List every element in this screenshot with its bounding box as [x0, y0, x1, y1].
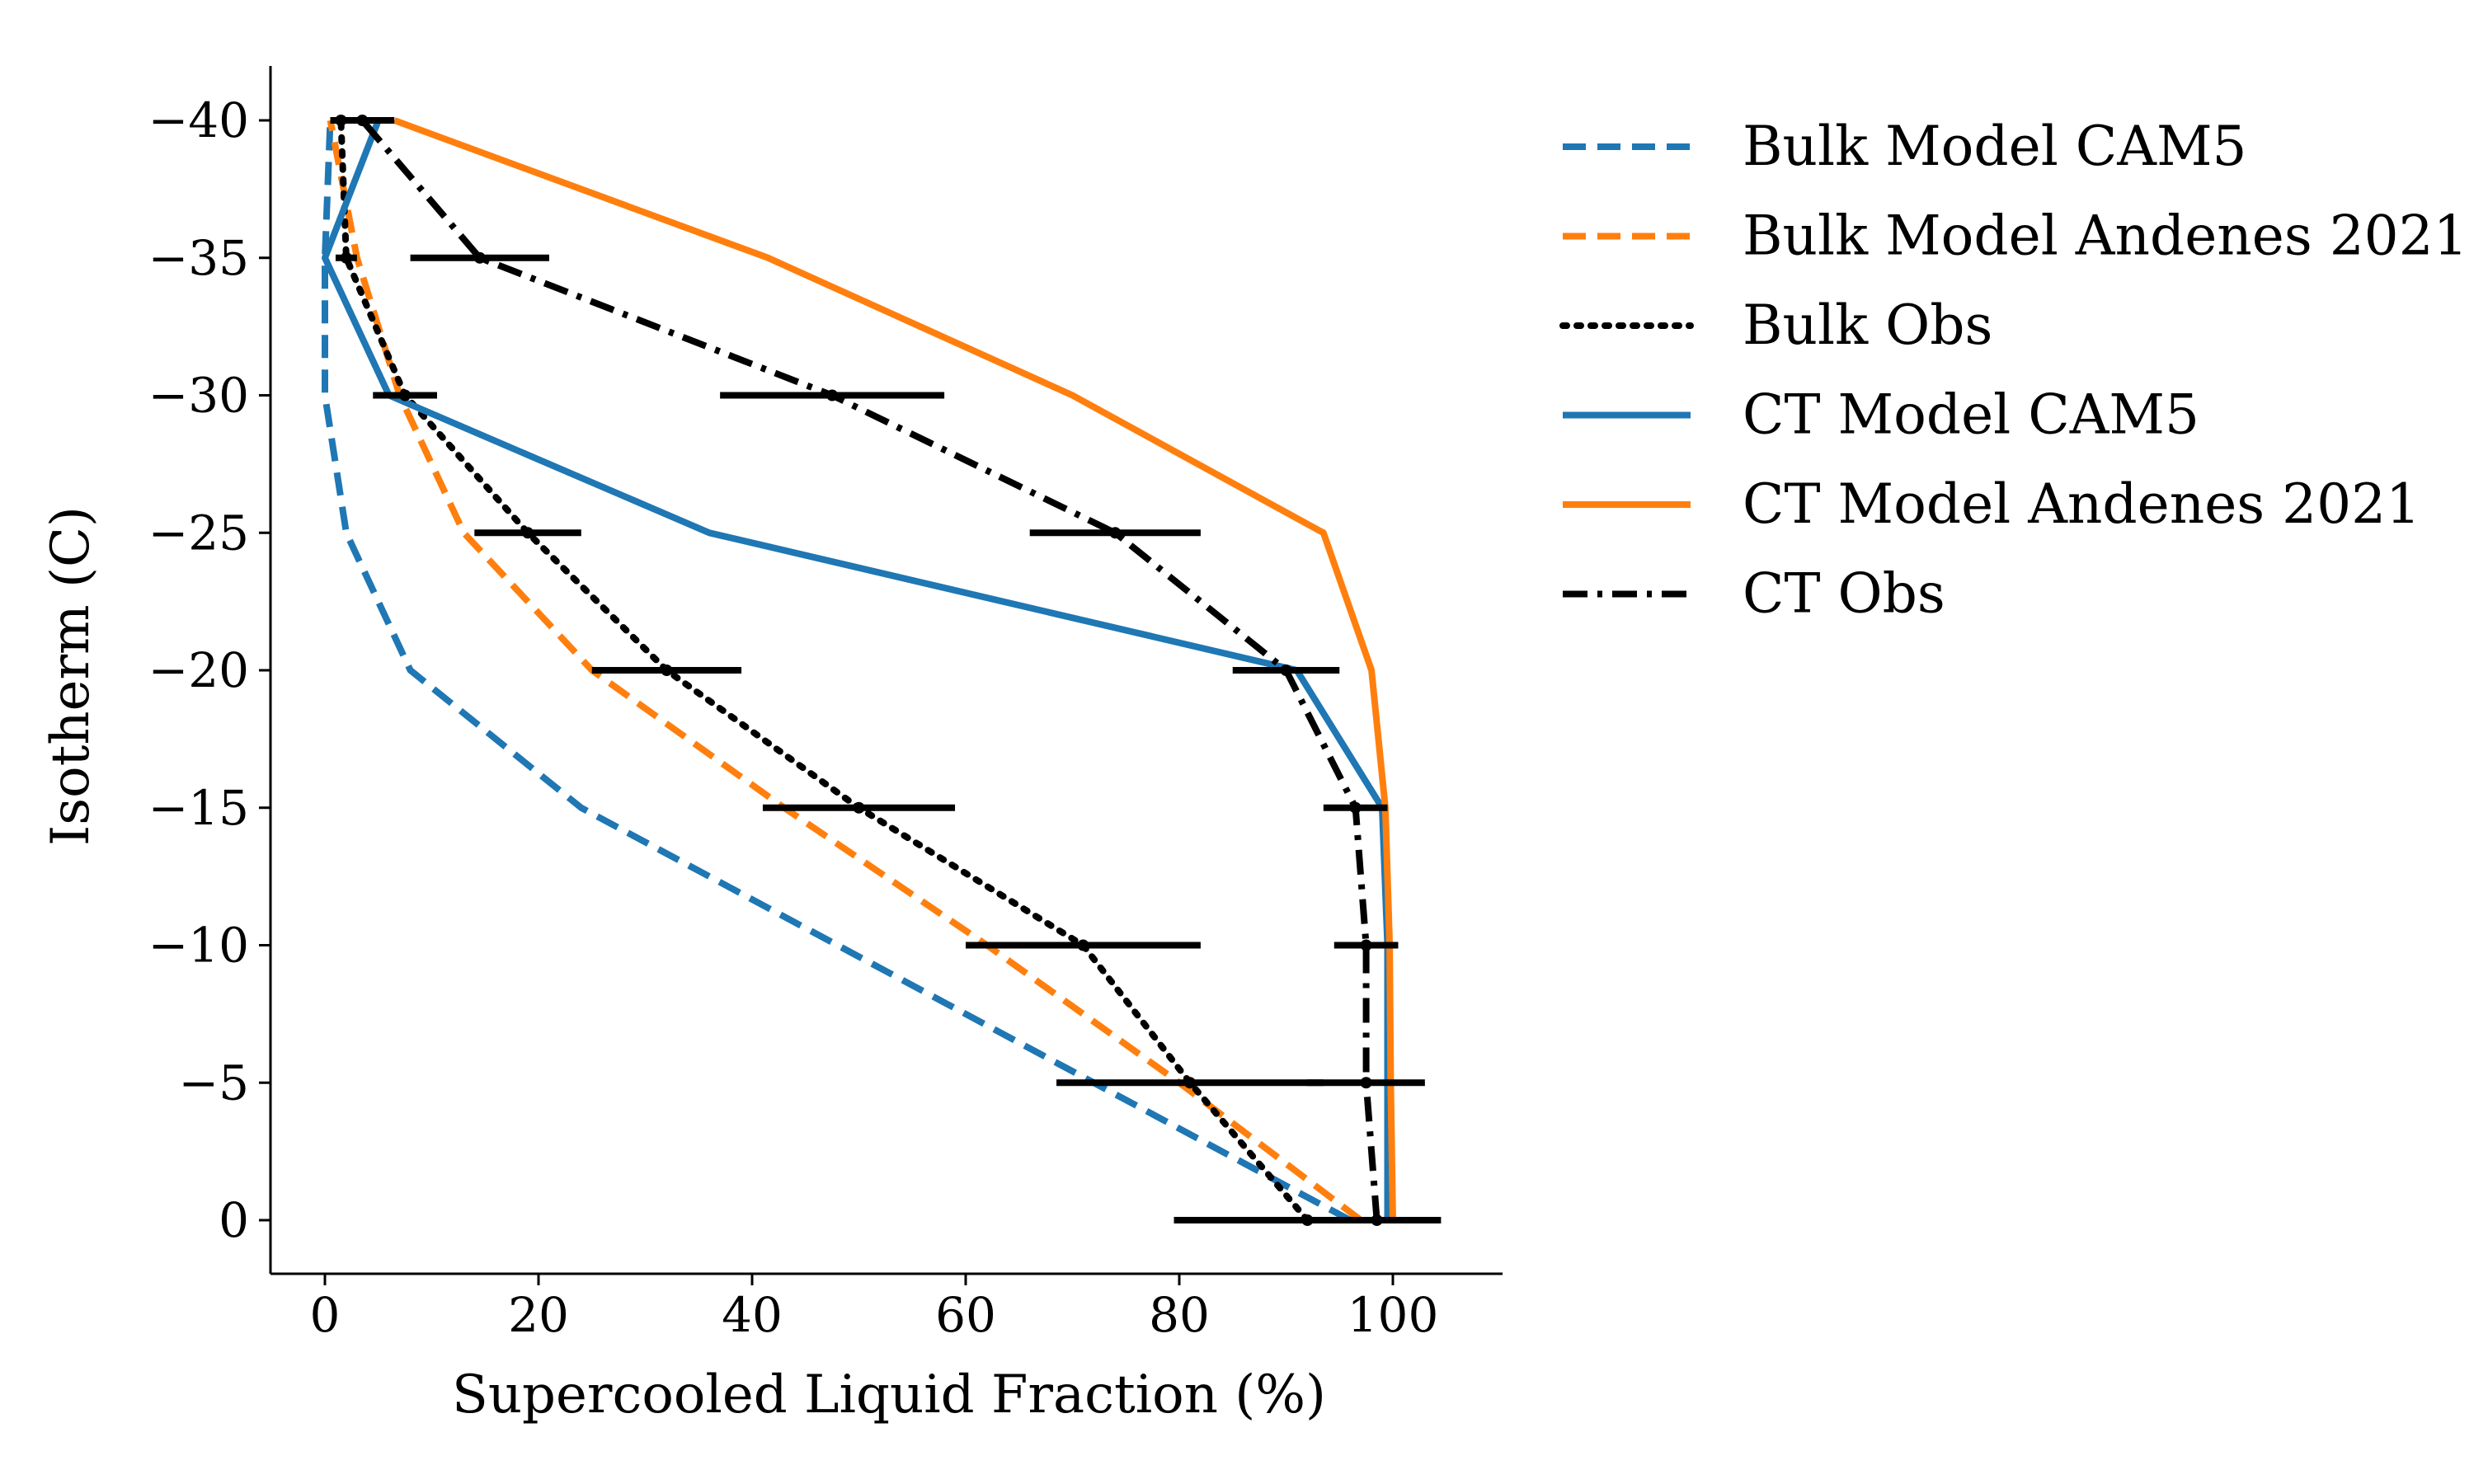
y-tick-label: −10 — [148, 918, 249, 974]
series-line-ct-model-cam5 — [322, 119, 1391, 1220]
error-bar-marker — [853, 801, 865, 814]
error-bar-marker — [1360, 939, 1372, 951]
x-tick-label: 0 — [310, 1287, 341, 1343]
error-bars — [330, 115, 1442, 1226]
series-line-ct-obs — [360, 118, 1380, 1221]
legend-label: CT Model CAM5 — [1743, 383, 2199, 447]
x-tick-label: 60 — [935, 1287, 996, 1343]
legend-label: Bulk Obs — [1743, 294, 1992, 357]
y-tick-label: −25 — [148, 505, 249, 561]
error-bar-marker — [399, 389, 412, 402]
x-tick-label: 100 — [1348, 1287, 1439, 1343]
y-tick-label: −30 — [148, 368, 249, 424]
legend-label: CT Obs — [1743, 562, 1945, 626]
legend-label: Bulk Model Andenes 2021 — [1743, 204, 2468, 268]
y-tick-label: 0 — [219, 1192, 249, 1248]
ticks: 0 20 40 60 80 100 −40 −35 −30 −25 −20 −15 −10 −5 0 — [148, 92, 1439, 1343]
series-line-ct-model-andenes-2021 — [393, 117, 1396, 1221]
y-tick-label: −15 — [148, 780, 249, 836]
y-tick-label: −5 — [179, 1054, 250, 1111]
error-bar-marker — [1349, 801, 1362, 814]
error-bar-marker — [1360, 1077, 1372, 1089]
y-tick-label: −35 — [148, 230, 249, 286]
error-bar-marker — [661, 665, 673, 676]
y-tick-label: −40 — [148, 92, 249, 148]
error-bar-marker — [356, 115, 369, 126]
y-tick-label: −20 — [148, 642, 249, 698]
legend-label: Bulk Model CAM5 — [1743, 115, 2247, 178]
error-bar-marker — [1183, 1077, 1196, 1089]
error-bar-marker — [340, 251, 352, 264]
x-tick-label: 80 — [1149, 1287, 1210, 1343]
x-tick-label: 40 — [722, 1287, 783, 1343]
error-bar-marker — [1371, 1214, 1383, 1226]
series-line-bulk-model-andenes-2021 — [327, 120, 1363, 1223]
x-axis-label: Supercooled Liquid Fraction (%) — [452, 1364, 1326, 1425]
series-line-bulk-model-cam5 — [322, 120, 1352, 1223]
error-bar-marker — [1301, 1214, 1314, 1226]
legend-label: CT Model Andenes 2021 — [1743, 472, 2420, 536]
error-bar-marker — [473, 251, 486, 264]
error-bar-marker — [522, 527, 534, 539]
y-axis-label: Isotherm (C) — [40, 506, 101, 846]
x-tick-label: 20 — [508, 1287, 569, 1343]
error-bar-marker — [1077, 939, 1089, 951]
legend: Bulk Model CAM5 Bulk Model Andenes 2021 Bu… — [1559, 115, 2468, 626]
error-bar-marker — [1280, 665, 1292, 676]
error-bar-marker — [1109, 527, 1122, 539]
error-bar-marker — [826, 389, 839, 402]
